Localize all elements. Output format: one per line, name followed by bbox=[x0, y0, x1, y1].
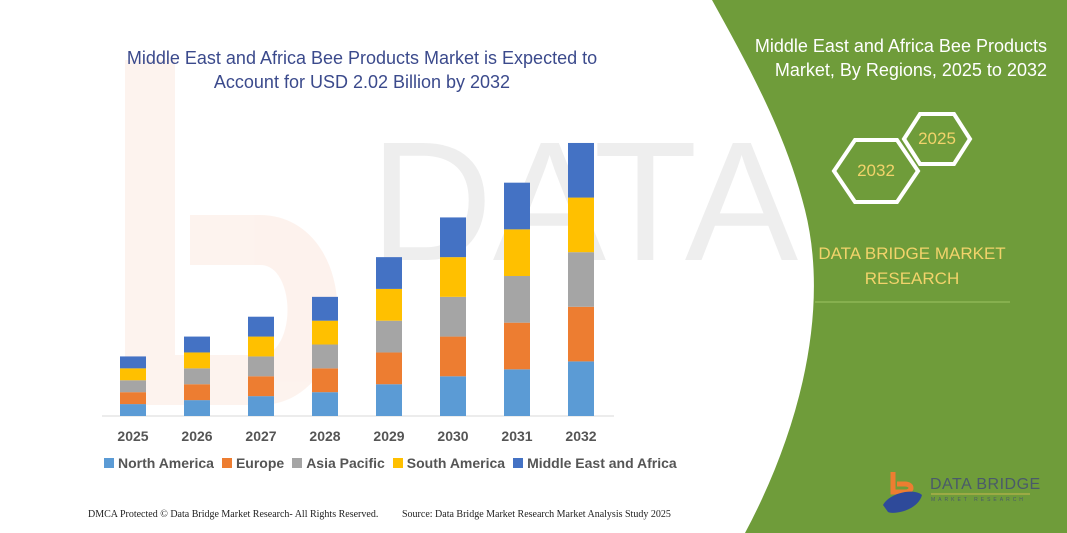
legend-swatch bbox=[221, 458, 232, 468]
bar-segment-2029-south-america bbox=[376, 288, 402, 321]
bar-segment-2029-europe bbox=[376, 352, 402, 385]
x-tick-label: 2031 bbox=[501, 428, 532, 444]
chart-title: Middle East and Africa Bee Products Mark… bbox=[126, 48, 598, 92]
brand-text: DATA BRIDGE MARKET RESEARCH bbox=[818, 244, 1006, 288]
bar-segment-2031-europe bbox=[504, 322, 530, 370]
hexagon-2032 bbox=[831, 138, 921, 204]
legend-swatch bbox=[392, 458, 403, 468]
legend: North America Europe Asia Pacific South … bbox=[104, 455, 677, 471]
logo-icon bbox=[883, 472, 1030, 513]
bar-segment-2032-north-america bbox=[568, 361, 594, 416]
x-tick-label: 2030 bbox=[437, 428, 468, 444]
x-tick-label: 2032 bbox=[565, 428, 596, 444]
legend-item: South America bbox=[392, 455, 506, 471]
bar-segment-2028-middle-east-and-africa bbox=[312, 296, 338, 321]
bar-segment-2026-asia-pacific bbox=[184, 368, 210, 385]
footer-source: Source: Data Bridge Market Research Mark… bbox=[402, 509, 671, 520]
bar-segment-2026-middle-east-and-africa bbox=[184, 336, 210, 353]
bar-segment-2028-north-america bbox=[312, 392, 338, 416]
legend-item: Asia Pacific bbox=[292, 455, 385, 471]
bar-segment-2026-europe bbox=[184, 384, 210, 401]
bar-segment-2025-north-america bbox=[120, 404, 146, 416]
bar-segment-2025-south-america bbox=[120, 368, 146, 381]
legend-item: Europe bbox=[221, 455, 285, 471]
bar-segment-2032-europe bbox=[568, 306, 594, 362]
bar-segment-2027-north-america bbox=[248, 396, 274, 416]
bar-segment-2027-asia-pacific bbox=[248, 356, 274, 377]
bar-segment-2025-europe bbox=[120, 392, 146, 405]
x-tick-label: 2025 bbox=[117, 428, 148, 444]
legend-swatch bbox=[292, 458, 303, 468]
footer-copyright: DMCA Protected © Data Bridge Market Rese… bbox=[88, 509, 379, 520]
legend-label: Asia Pacific bbox=[306, 455, 385, 471]
bar-segment-2028-south-america bbox=[312, 320, 338, 345]
bar-segment-2027-europe bbox=[248, 376, 274, 397]
x-tick-label: 2028 bbox=[309, 428, 340, 444]
legend-label: South America bbox=[406, 455, 506, 471]
bar-segment-2028-asia-pacific bbox=[312, 344, 338, 369]
hex-label-2032: 2032 bbox=[857, 161, 895, 180]
bar-segment-2032-asia-pacific bbox=[568, 252, 594, 307]
bar-segment-2030-south-america bbox=[440, 257, 466, 297]
bar-segment-2030-north-america bbox=[440, 376, 466, 416]
logo-subtitle: MARKET RESEARCH bbox=[931, 497, 1026, 503]
x-tick-label: 2027 bbox=[245, 428, 276, 444]
bar-segment-2029-middle-east-and-africa bbox=[376, 257, 402, 289]
hexagon-2025 bbox=[901, 112, 973, 166]
green-panel bbox=[712, 0, 1067, 533]
bar-segment-2031-north-america bbox=[504, 369, 530, 416]
bar-segment-2031-middle-east-and-africa bbox=[504, 182, 530, 230]
bar-segment-2026-north-america bbox=[184, 400, 210, 416]
bar-segment-2026-south-america bbox=[184, 352, 210, 369]
x-tick-label: 2026 bbox=[181, 428, 212, 444]
hex-label-2025: 2025 bbox=[918, 129, 956, 148]
stacked-bar-chart: 2025 2026 2027 2028 2029 2030 2031 2032 bbox=[102, 142, 614, 444]
legend-item: North America bbox=[104, 455, 214, 471]
bar-segment-2025-middle-east-and-africa bbox=[120, 356, 146, 369]
bar-segment-2030-asia-pacific bbox=[440, 296, 466, 337]
legend-label: Europe bbox=[235, 455, 285, 471]
bar-segment-2031-asia-pacific bbox=[504, 276, 530, 323]
legend-label: North America bbox=[118, 455, 214, 471]
legend-label: Middle East and Africa bbox=[527, 455, 677, 471]
x-tick-label: 2029 bbox=[373, 428, 404, 444]
legend-item: Middle East and Africa bbox=[513, 455, 677, 471]
bar-segment-2028-europe bbox=[312, 368, 338, 393]
bar-segment-2029-north-america bbox=[376, 384, 402, 416]
bar-segment-2031-south-america bbox=[504, 229, 530, 277]
bar-segment-2030-middle-east-and-africa bbox=[440, 217, 466, 258]
bar-segment-2029-asia-pacific bbox=[376, 320, 402, 353]
bar-segment-2027-south-america bbox=[248, 336, 274, 357]
bar-segment-2032-middle-east-and-africa bbox=[568, 142, 594, 198]
side-title: Middle East and Africa Bee Products Mark… bbox=[754, 36, 1047, 80]
legend-swatch bbox=[513, 458, 524, 468]
bar-segment-2027-middle-east-and-africa bbox=[248, 316, 274, 337]
logo-name: DATA BRIDGE bbox=[930, 476, 1041, 493]
bar-segment-2030-europe bbox=[440, 336, 466, 377]
bar-segment-2032-south-america bbox=[568, 197, 594, 253]
bar-segment-2025-asia-pacific bbox=[120, 380, 146, 393]
legend-swatch bbox=[104, 458, 114, 468]
